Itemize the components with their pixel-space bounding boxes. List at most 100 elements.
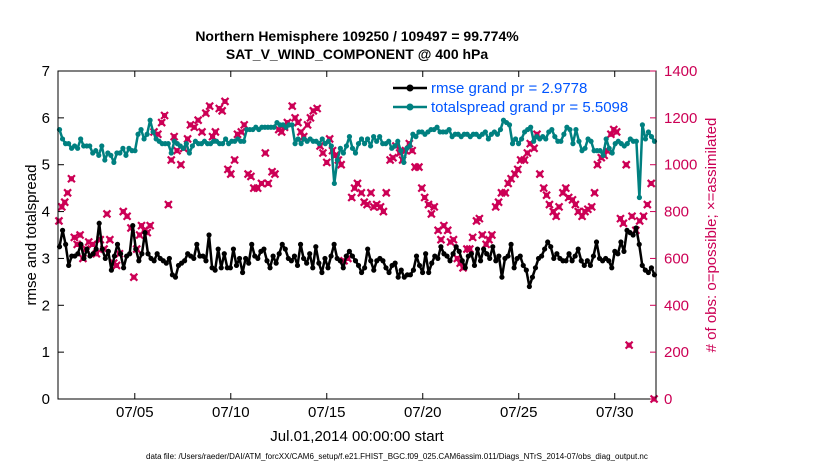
rmse-point-67 [261,246,267,252]
rmse-point-7 [78,241,84,247]
rmse-point-1 [59,227,66,233]
rmse-point-106 [380,258,386,264]
rmse-point-173 [584,258,590,264]
rmse-point-80 [301,255,307,262]
rmse-point-18 [111,253,118,259]
rmse-point-102 [368,258,374,264]
rmse-point-63 [249,241,255,247]
rmse-point-84 [313,244,319,250]
rmse-point-116 [410,267,417,273]
rmse-point-185 [621,248,627,254]
spread-point-37 [168,150,174,156]
spread-point-96 [346,134,353,140]
rmse-point-24 [130,223,136,229]
totalspread-series [56,117,658,201]
obs-point-111 [414,162,424,172]
rmse-point-168 [569,258,575,264]
spread-point-36 [165,141,171,147]
legend-rmse-marker [406,84,414,92]
spread-point-146 [497,126,504,133]
y-right-tick-label-5: 1000 [664,157,697,174]
spread-point-170 [570,141,576,147]
spread-point-7 [78,136,84,142]
rmse-point-45 [194,241,200,247]
rmse-point-81 [304,260,310,266]
spread-point-129 [446,126,452,133]
rmse-point-79 [297,241,304,247]
spread-point-10 [87,143,93,149]
rmse-point-20 [117,251,124,257]
spread-point-166 [558,138,564,144]
spread-point-151 [512,136,519,142]
spread-point-18 [111,159,117,165]
rmse-point-120 [423,251,429,257]
obs-point-96 [366,188,376,198]
y-right-tick-label-3: 600 [664,250,689,267]
obs-point-160 [571,200,580,209]
spread-point-176 [588,138,594,144]
rmse-point-97 [352,258,359,264]
obs-point-122 [449,235,458,244]
y-left-tick-label-5: 5 [42,157,50,174]
spread-point-26 [135,131,141,137]
rmse-point-107 [383,265,389,271]
spread-point-90 [328,143,334,149]
obs-point-81 [318,148,328,158]
obs-point-34 [164,200,173,209]
rmse-point-156 [532,265,539,271]
rmse-point-189 [633,225,639,231]
spread-point-6 [75,145,81,151]
rmse-point-13 [96,220,102,226]
rmse-point-15 [102,255,108,262]
rmse-point-147 [505,253,511,259]
obs-point-42 [190,122,199,132]
y-right-tick-label-6: 1200 [664,110,697,127]
spread-point-106 [377,134,383,140]
rmse-point-166 [563,258,569,264]
rmse-point-153 [523,267,529,273]
obs-point-130 [475,214,484,223]
rmse-point-128 [447,258,453,264]
rmse-point-139 [481,246,487,252]
obs-point-15 [102,209,112,219]
spread-point-28 [141,136,147,142]
spread-point-61 [241,138,247,144]
rmse-point-76 [288,258,295,264]
obs-point-44 [197,127,207,137]
obs-point-165 [587,202,596,212]
rmse-point-51 [212,267,218,273]
rmse-point-14 [99,246,105,252]
rmse-point-70 [270,253,276,259]
y-axis-left-label: rmse and totalspread [23,165,40,306]
obs-point-95 [362,200,372,209]
spread-point-87 [319,136,325,142]
rmse-point-98 [355,262,362,269]
y-left-tick-label-1: 1 [42,344,50,361]
obs-point-101 [381,188,391,198]
spread-point-101 [361,141,368,147]
rmse-point-74 [282,246,288,252]
obs-point-5 [70,233,79,242]
rmse-point-44 [191,255,197,262]
spread-point-54 [220,141,226,147]
x-tick-label-3: 07/20 [404,404,442,421]
obs-point-87 [336,160,346,169]
rmse-point-103 [371,267,377,273]
rmse-line [58,222,656,288]
spread-point-31 [150,129,156,135]
rmse-point-62 [246,260,252,266]
rmse-point-115 [407,272,413,278]
rmse-point-23 [127,251,133,257]
obs-point-46 [205,101,214,111]
spread-point-142 [485,136,491,142]
legend: rmse grand pr = 2.9778 totalspread grand… [393,80,628,116]
spread-point-71 [271,124,277,130]
spread-point-113 [398,148,404,154]
rmse-point-184 [618,239,624,245]
rmse-point-131 [456,248,462,254]
rmse-point-59 [236,255,243,262]
spread-point-145 [494,131,501,137]
rmse-point-127 [444,253,450,259]
obs-point-116 [429,202,439,212]
spread-point-161 [543,136,549,142]
